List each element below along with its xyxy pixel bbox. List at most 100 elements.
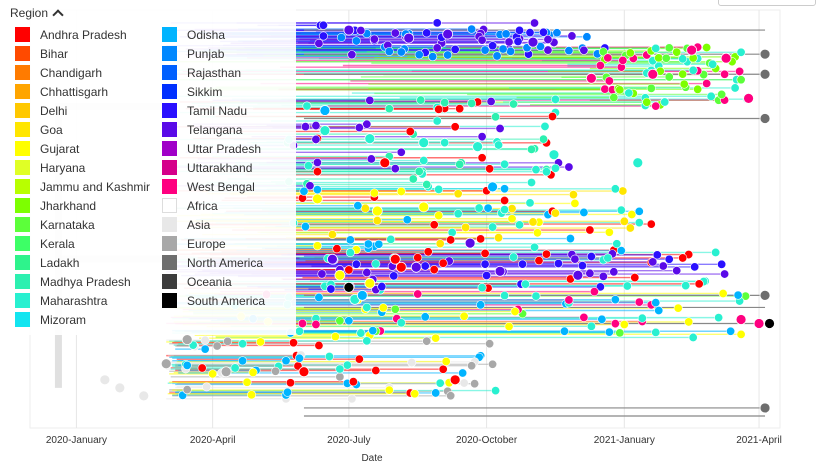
legend-item[interactable]: Chhattisgarh [15, 82, 150, 101]
top-right-control[interactable] [718, 0, 816, 6]
legend-item[interactable]: Delhi [15, 101, 150, 120]
tree-tip [348, 377, 358, 387]
tree-tip [495, 123, 505, 133]
data-point [389, 253, 401, 265]
tree-tip [681, 281, 691, 291]
tree-tip [579, 207, 589, 217]
tree-tip [208, 369, 218, 379]
tree-tip [248, 367, 258, 377]
legend-item[interactable]: Mizoram [15, 310, 150, 329]
tree-tip [736, 75, 746, 85]
tree-tip [282, 387, 292, 397]
legend-item[interactable]: Europe [162, 234, 265, 253]
tree-tip [302, 101, 312, 111]
tree-tip [604, 76, 614, 86]
legend-item[interactable]: Telangana [162, 120, 265, 139]
tree-tip [603, 53, 613, 63]
legend-item[interactable]: Odisha [162, 25, 265, 44]
tree-tip [622, 281, 632, 291]
legend-swatch [15, 293, 30, 308]
legend-item[interactable]: Haryana [15, 158, 150, 177]
legend-item[interactable]: Gujarat [15, 139, 150, 158]
tree-tip [477, 283, 487, 293]
legend-item[interactable]: Africa [162, 196, 265, 215]
tree-tip [432, 43, 442, 53]
tree-tip [318, 31, 328, 41]
tree-tip [582, 32, 592, 42]
legend-item[interactable]: Uttarakhand [162, 158, 265, 177]
legend-item[interactable]: Sikkim [162, 82, 265, 101]
legend-label: Chandigarh [40, 65, 103, 80]
legend-item[interactable]: Oceania [162, 272, 265, 291]
tree-tip [423, 247, 433, 257]
legend-item[interactable]: North America [162, 253, 265, 272]
legend-swatch [15, 84, 30, 99]
legend-item[interactable]: Maharashtra [15, 291, 150, 310]
tree-tip [706, 91, 716, 101]
tree-tip [488, 222, 498, 232]
tree-tip [714, 313, 724, 323]
tree-tip [550, 163, 560, 173]
data-point [403, 32, 415, 44]
legend-item[interactable]: West Bengal [162, 177, 265, 196]
legend-item[interactable]: Punjab [162, 44, 265, 63]
legend-item[interactable]: Karnataka [15, 215, 150, 234]
tree-tip [651, 43, 661, 53]
legend-item[interactable]: Andhra Pradesh [15, 25, 150, 44]
tree-tip [720, 69, 730, 79]
legend-label: Punjab [187, 46, 225, 61]
legend-label: North America [187, 255, 264, 270]
tree-tip [238, 339, 248, 349]
legend-item[interactable]: Tamil Nadu [162, 101, 265, 120]
tree-tip [515, 220, 525, 230]
legend-item[interactable]: Jharkhand [15, 196, 150, 215]
tree-tip [658, 261, 668, 271]
legend-toggle[interactable]: Region [10, 6, 64, 21]
legend-item[interactable]: Rajasthan [162, 63, 265, 82]
legend-item[interactable]: Bihar [15, 44, 150, 63]
tree-tip [312, 241, 322, 251]
tree-tip [547, 111, 557, 121]
tree-tip [634, 206, 644, 216]
tree-tip [541, 249, 551, 259]
tree-tip [197, 363, 207, 373]
tree-tip [586, 321, 596, 331]
tree-tip [434, 184, 444, 194]
legend-item[interactable]: Goa [15, 120, 150, 139]
tree-tip [610, 184, 620, 194]
tree-tip [577, 261, 587, 271]
legend-item[interactable]: South America [162, 291, 265, 310]
tree-tip [467, 24, 477, 34]
data-point [343, 24, 355, 36]
tree-tip [396, 147, 406, 157]
tree-tip [610, 295, 620, 305]
tree-tip [446, 391, 456, 401]
tree-tip [347, 394, 357, 404]
tree-tip [422, 28, 432, 38]
legend-item[interactable]: Uttar Pradesh [162, 139, 265, 158]
tree-tip [347, 50, 357, 60]
tree-tip [634, 297, 644, 307]
tree-tip [335, 372, 345, 382]
tree-tip [485, 339, 495, 349]
legend-item[interactable]: Madhya Pradesh [15, 272, 150, 291]
legend-item[interactable]: Asia [162, 215, 265, 234]
legend-item[interactable]: Ladakh [15, 253, 150, 272]
tree-tip [438, 258, 448, 268]
legend-swatch [162, 293, 177, 308]
tree-tip [369, 188, 379, 198]
legend-item[interactable]: Kerala [15, 234, 150, 253]
legend-item[interactable]: Jammu and Kashmir [15, 177, 150, 196]
tree-tip [467, 98, 477, 108]
tree-tip [327, 230, 337, 240]
tree-tip [362, 302, 372, 312]
tree-tip [384, 104, 394, 114]
tree-tip [390, 164, 400, 174]
legend-label: Mizoram [40, 312, 87, 327]
legend-item[interactable]: Chandigarh [15, 63, 150, 82]
tree-tip [678, 69, 688, 79]
data-point [442, 28, 454, 40]
tree-tip [303, 161, 313, 171]
tree-tip [595, 282, 605, 292]
data-point [759, 402, 771, 414]
